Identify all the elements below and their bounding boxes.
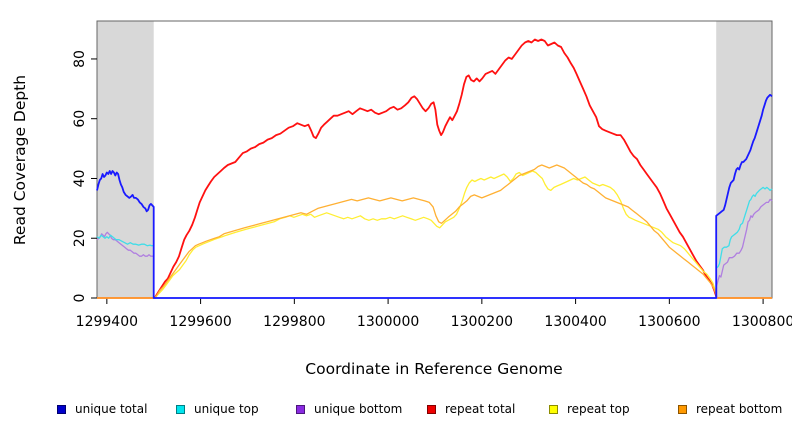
x-tick-label: 1300600 — [638, 314, 700, 330]
legend-item-unique-bottom: unique bottom — [296, 401, 402, 417]
legend-item-unique-total: unique total — [57, 401, 147, 417]
x-tick-label: 1300200 — [451, 314, 513, 330]
legend-label: unique bottom — [314, 402, 403, 416]
y-tick-label: 40 — [72, 170, 88, 188]
y-tick-label: 20 — [72, 229, 88, 247]
y-tick-label: 80 — [72, 50, 88, 68]
x-tick-label: 1299800 — [263, 314, 325, 330]
x-tick-label: 1300400 — [544, 314, 606, 330]
legend-label: unique top — [194, 402, 259, 416]
series-line-repeat-top — [97, 170, 772, 299]
y-tick-label: 60 — [72, 110, 88, 128]
legend-label: repeat total — [445, 402, 516, 416]
legend-swatch-repeat-bottom — [678, 404, 687, 414]
legend-label: unique total — [75, 402, 148, 416]
legend-label: repeat bottom — [696, 402, 783, 416]
x-axis-label: Coordinate in Reference Genome — [305, 360, 563, 378]
series-line-unique-total — [96, 93, 773, 299]
legend-item-repeat-top: repeat top — [549, 401, 630, 417]
series-line-repeat-bottom — [97, 164, 772, 299]
legend: unique total unique top unique bottom repea… — [0, 401, 792, 419]
legend-swatch-repeat-top — [549, 404, 558, 414]
x-tick-label: 1299600 — [169, 314, 231, 330]
legend-item-unique-top: unique top — [176, 401, 259, 417]
y-axis-label: Read Coverage Depth — [11, 74, 29, 246]
legend-swatch-unique-top — [176, 404, 185, 414]
plot-box — [96, 20, 773, 299]
legend-label: repeat top — [567, 402, 630, 416]
masked-region — [716, 21, 772, 298]
legend-swatch-repeat-total — [427, 404, 436, 414]
x-tick-label: 1299400 — [76, 314, 138, 330]
legend-item-repeat-total: repeat total — [427, 401, 515, 417]
series-line-repeat-total — [97, 38, 772, 299]
masked-region — [97, 21, 154, 298]
legend-item-repeat-bottom: repeat bottom — [678, 401, 782, 417]
y-tick-label: 0 — [72, 294, 88, 303]
legend-swatch-unique-total — [57, 404, 66, 414]
legend-swatch-unique-bottom — [296, 404, 305, 414]
series-line-unique-top — [96, 186, 773, 299]
x-tick-label: 1300800 — [732, 314, 792, 330]
x-tick-label: 1300000 — [357, 314, 419, 330]
